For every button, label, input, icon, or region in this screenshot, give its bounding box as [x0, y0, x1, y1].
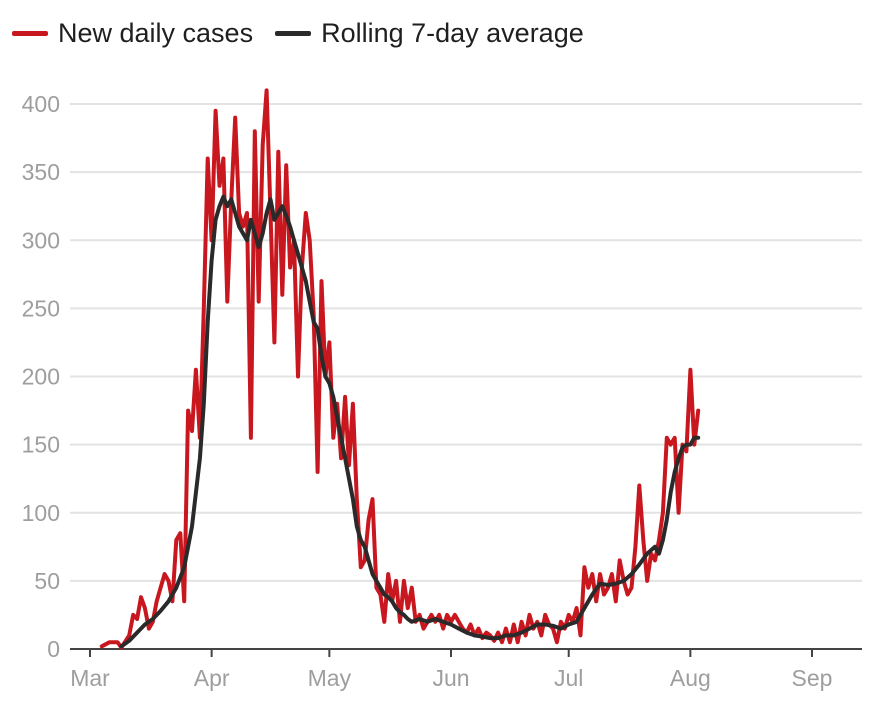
x-tick-label-may: May	[308, 665, 352, 691]
legend-item-new-daily-cases: New daily cases	[12, 18, 253, 49]
x-tick-label-apr: Apr	[194, 665, 230, 691]
x-tick-label-jun: Jun	[432, 665, 469, 691]
legend: New daily cases Rolling 7-day average	[12, 18, 584, 49]
y-tick-label-200: 200	[22, 364, 60, 390]
x-tick-label-sep: Sep	[792, 665, 833, 691]
y-tick-label-150: 150	[22, 432, 60, 458]
y-tick-label-300: 300	[22, 227, 60, 253]
y-tick-label-100: 100	[22, 500, 60, 526]
series-line-rolling-average	[119, 194, 701, 649]
y-tick-label-0: 0	[47, 636, 60, 662]
x-tick-label-mar: Mar	[70, 665, 110, 691]
y-tick-label-350: 350	[22, 159, 60, 185]
legend-swatch-new-daily-cases	[12, 31, 48, 36]
x-tick-label-jul: Jul	[554, 665, 583, 691]
series-line-new-daily-cases	[99, 88, 701, 650]
legend-label-rolling-average: Rolling 7-day average	[321, 18, 584, 48]
legend-swatch-rolling-average	[275, 31, 312, 36]
y-tick-label-400: 400	[22, 91, 60, 117]
legend-item-rolling-average: Rolling 7-day average	[275, 18, 584, 49]
legend-label-new-daily-cases: New daily cases	[58, 18, 254, 48]
y-tick-label-250: 250	[22, 295, 60, 321]
x-tick-label-aug: Aug	[670, 665, 711, 691]
y-tick-label-50: 50	[34, 568, 60, 594]
